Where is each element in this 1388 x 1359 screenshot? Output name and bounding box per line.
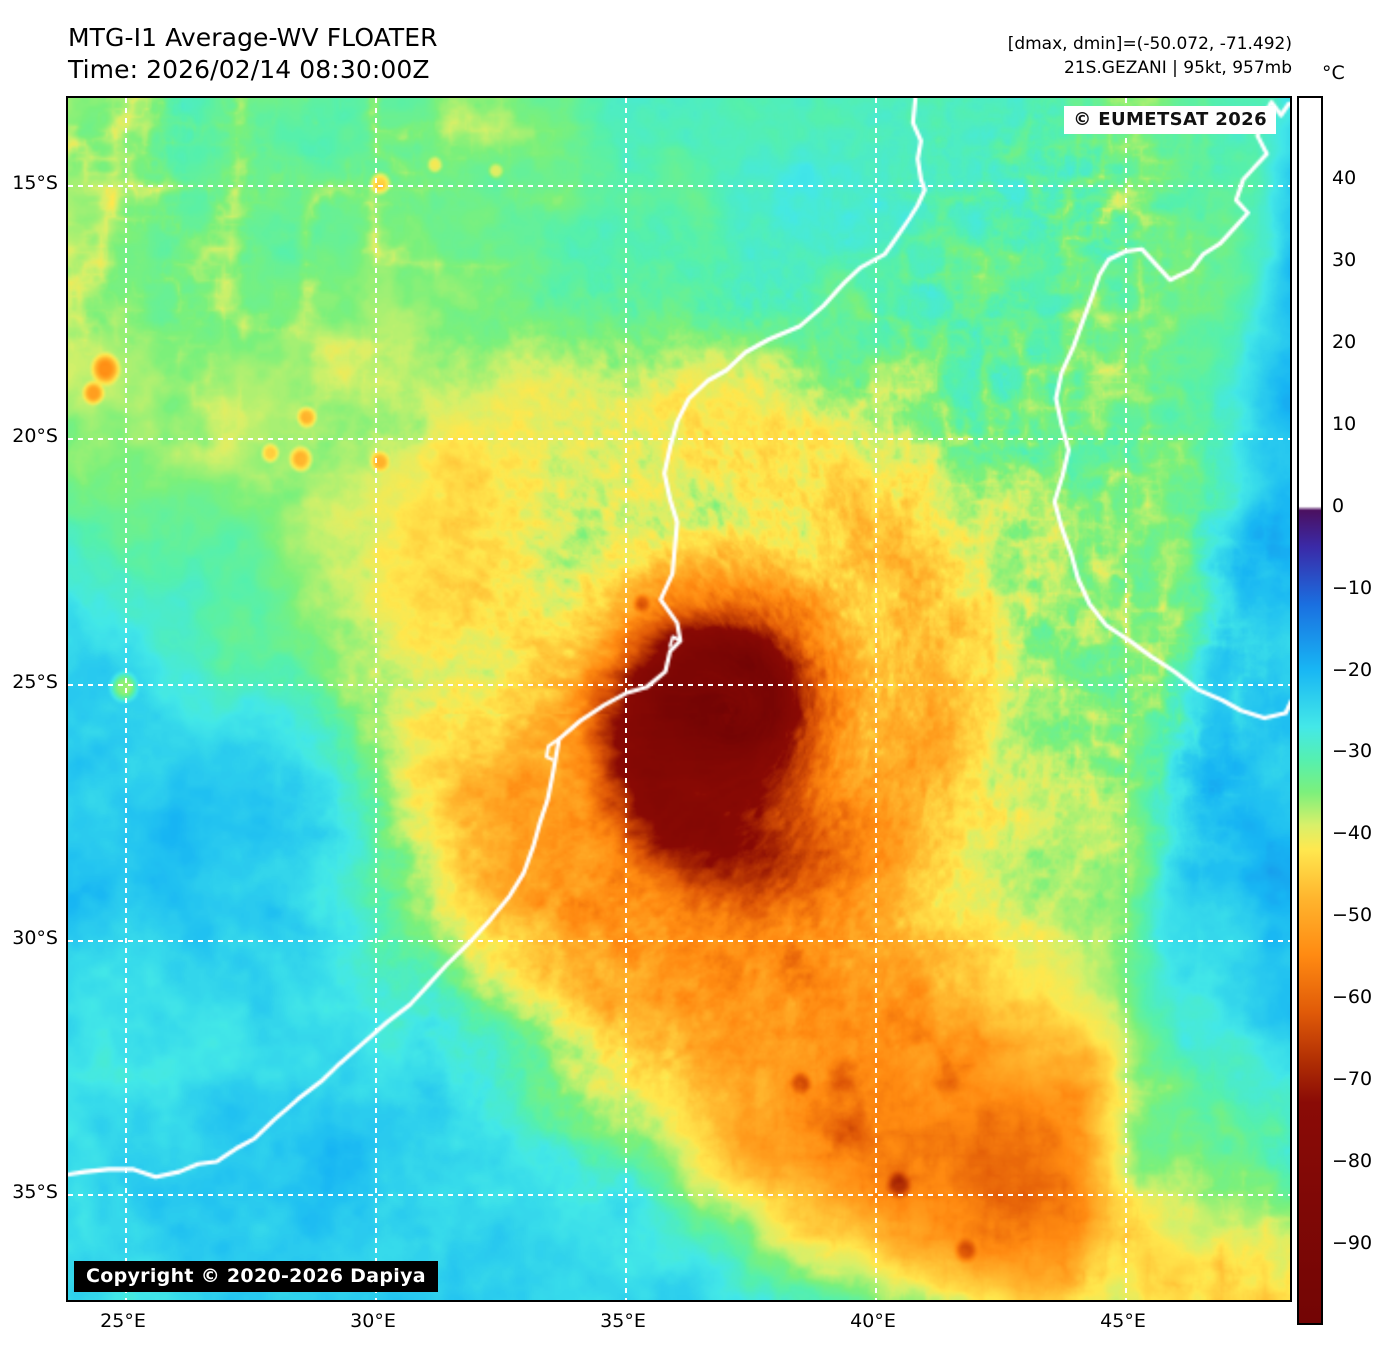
colorbar-tick-10: 10	[1332, 412, 1357, 435]
dminmax-label: [dmax, dmin]=(-50.072, -71.492)	[1007, 34, 1292, 54]
colorbar-tick--20: −20	[1332, 658, 1373, 681]
header-info-block: [dmax, dmin]=(-50.072, -71.492) 21S.GEZA…	[1008, 32, 1292, 80]
x-tick-label-30: 30°E	[350, 1310, 396, 1332]
colorbar-tick--90: −90	[1332, 1232, 1373, 1255]
colorbar-tick-40: 40	[1332, 166, 1357, 189]
colorbar-tick--70: −70	[1332, 1068, 1373, 1091]
timestamp-label: Time: 2026/02/14 08:30:00Z	[68, 55, 430, 84]
x-tick-label-45: 45°E	[1100, 1310, 1146, 1332]
y-tick-label-35: 35°S	[12, 1181, 58, 1203]
satellite-map[interactable]: © EUMETSAT 2026 Copyright © 2020-2026 Da…	[66, 96, 1292, 1302]
eumetsat-attribution-badge: © EUMETSAT 2026	[1064, 106, 1276, 134]
colorbar-tick--60: −60	[1332, 986, 1373, 1009]
y-tick-label-30: 30°S	[12, 927, 58, 949]
colorbar-tick--10: −10	[1332, 576, 1373, 599]
colorbar-tick--40: −40	[1332, 822, 1373, 845]
y-tick-label-25: 25°S	[12, 671, 58, 693]
header-title-block: MTG-I1 Average-WV FLOATER Time: 2026/02/…	[68, 22, 438, 86]
colorbar-tick--30: −30	[1332, 740, 1373, 763]
x-tick-label-35: 35°E	[600, 1310, 646, 1332]
colorbar-tick-0: 0	[1332, 494, 1345, 517]
colorbar-unit-label: °C	[1322, 62, 1345, 84]
x-tick-label-25: 25°E	[100, 1310, 146, 1332]
y-tick-label-20: 20°S	[12, 425, 58, 447]
colorbar-tick-30: 30	[1332, 248, 1357, 271]
satellite-imagery-canvas	[68, 98, 1290, 1300]
storm-info-label: 21S.GEZANI | 95kt, 957mb	[1063, 58, 1292, 78]
colorbar-gradient	[1299, 98, 1321, 1323]
colorbar-tick--80: −80	[1332, 1150, 1373, 1173]
page-title: MTG-I1 Average-WV FLOATER	[68, 23, 438, 52]
y-tick-label-15: 15°S	[12, 172, 58, 194]
colorbar-tick-20: 20	[1332, 330, 1357, 353]
copyright-badge: Copyright © 2020-2026 Dapiya	[74, 1261, 438, 1292]
colorbar[interactable]	[1297, 96, 1323, 1325]
x-tick-label-40: 40°E	[850, 1310, 896, 1332]
colorbar-tick--50: −50	[1332, 904, 1373, 927]
